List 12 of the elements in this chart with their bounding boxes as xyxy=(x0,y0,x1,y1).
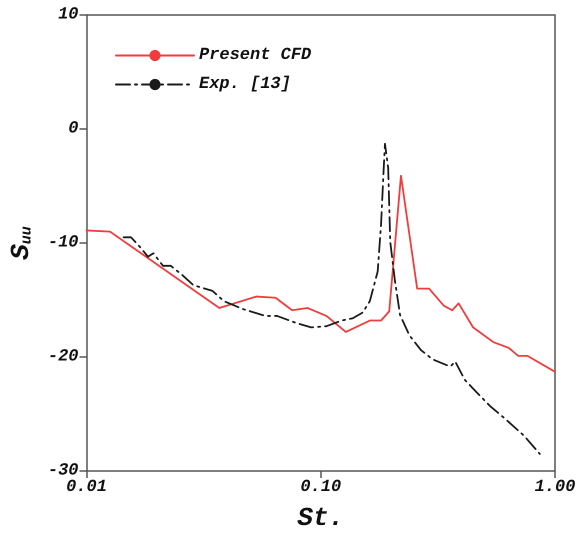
x-axis-title: St. xyxy=(297,503,344,533)
y-tick-label: 0 xyxy=(68,120,78,138)
x-tick-label: 1.00 xyxy=(534,478,576,497)
legend-label: Exp. [13] xyxy=(199,75,291,94)
x-tick-label: 0.10 xyxy=(300,478,342,497)
y-tick-label: -10 xyxy=(48,234,78,252)
y-axis-title: Suu xyxy=(6,226,36,260)
y-tick-label: 10 xyxy=(58,6,78,24)
legend-label: Present CFD xyxy=(199,46,312,65)
y-tick-label: -30 xyxy=(48,462,78,480)
x-tick-label: 0.01 xyxy=(66,478,107,497)
y-tick-label: -20 xyxy=(48,348,78,366)
